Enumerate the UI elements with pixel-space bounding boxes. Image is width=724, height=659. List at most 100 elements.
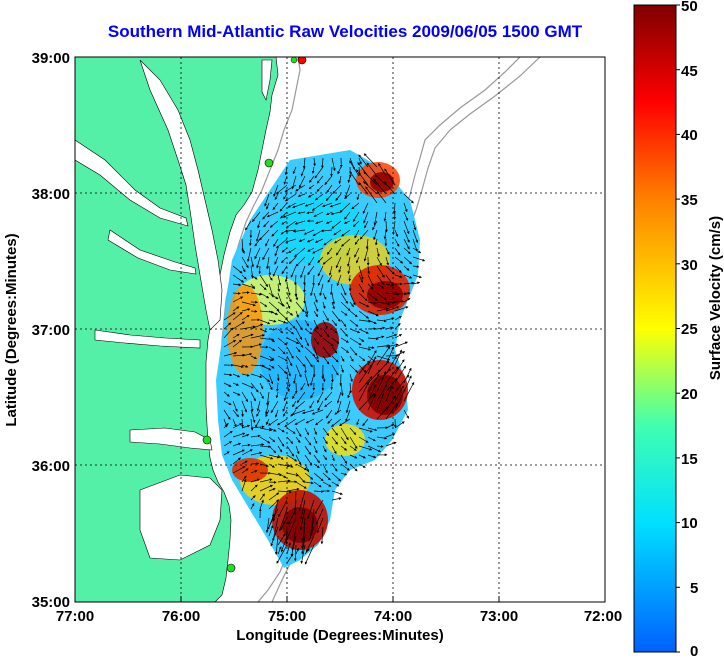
velocity-arrow — [321, 157, 324, 169]
velocity-arrow — [232, 364, 244, 368]
velocity-arrow — [358, 292, 368, 302]
velocity-arrow — [310, 517, 315, 536]
velocity-arrow — [313, 346, 319, 360]
velocity-arrow — [284, 184, 297, 192]
velocity-arrow — [403, 298, 411, 303]
james-river — [94, 329, 201, 349]
velocity-arrow — [291, 526, 297, 551]
velocity-arrow — [310, 373, 315, 387]
velocity-arrow — [268, 427, 277, 432]
velocity-arrow — [340, 427, 349, 441]
velocity-arrow — [394, 256, 404, 264]
velocity-arrow — [313, 355, 320, 363]
velocity-arrow — [313, 157, 316, 167]
velocity-arrow — [295, 319, 303, 331]
velocity-arrow — [268, 454, 281, 459]
velocity-arrow — [259, 427, 273, 432]
velocity-arrow — [376, 445, 384, 448]
velocity-arrow — [338, 265, 342, 273]
velocity-arrow — [349, 364, 358, 373]
velocity-arrow — [241, 443, 251, 447]
velocity-arrow — [394, 421, 405, 429]
velocity-arrow — [305, 418, 315, 424]
velocity-arrow — [403, 381, 415, 402]
velocity-arrow — [268, 513, 275, 528]
velocity-arrow — [307, 265, 315, 276]
velocity-arrow — [327, 418, 333, 424]
velocity-arrow — [322, 373, 326, 383]
velocity-arrow — [383, 211, 387, 222]
velocity-arrow — [245, 220, 252, 231]
velocity-arrow — [313, 337, 319, 345]
velocity-arrow — [340, 454, 348, 464]
velocity-arrow — [286, 337, 300, 344]
velocity-arrow — [339, 202, 351, 213]
velocity-arrow — [241, 301, 256, 307]
velocity-arrow — [268, 499, 280, 510]
velocity-arrow — [376, 344, 391, 348]
velocity-arrow — [303, 283, 306, 293]
velocity-arrow — [263, 220, 270, 228]
velocity-arrow — [298, 238, 306, 242]
velocity-arrow — [358, 337, 365, 342]
velocity-arrow — [292, 391, 297, 400]
site-marker-top-green — [290, 57, 298, 64]
velocity-arrow — [259, 436, 271, 444]
velocity-arrow — [363, 153, 378, 168]
velocity-arrow — [232, 382, 240, 386]
velocity-arrow — [268, 346, 276, 351]
velocity-arrow — [385, 441, 397, 447]
velocity-arrow — [241, 373, 250, 377]
velocity-arrow — [385, 366, 399, 384]
velocity-arrow — [304, 202, 315, 207]
velocity-arrow — [313, 445, 318, 454]
velocity-arrow — [304, 548, 310, 555]
velocity-arrow — [403, 256, 413, 265]
velocity-arrow — [241, 352, 253, 357]
velocity-arrow — [340, 364, 344, 373]
velocity-arrow — [331, 364, 339, 376]
potomac-river — [75, 139, 189, 227]
velocity-arrow — [277, 328, 284, 334]
velocity-arrow — [268, 292, 279, 300]
colorbar-tick-label: 40 — [681, 127, 698, 144]
velocity-arrow — [285, 220, 297, 229]
velocity-arrow — [315, 418, 324, 426]
velocity-arrow — [302, 409, 315, 415]
velocity-arrow — [385, 385, 393, 402]
velocity-arrow — [322, 319, 328, 329]
colorbar-tick-label: 15 — [681, 451, 698, 468]
velocity-arrow — [250, 309, 258, 313]
velocity-arrow — [314, 193, 324, 201]
velocity-arrow — [275, 391, 279, 399]
velocity-arrow — [241, 382, 254, 389]
albemarle-sound — [129, 427, 213, 451]
rappahannock-river — [107, 229, 197, 275]
velocity-arrow — [259, 328, 268, 333]
velocity-arrow — [279, 202, 288, 212]
velocity-arrow — [286, 301, 291, 309]
colorbar: 50 45 40 35 30 25 20 15 10 5 0 Surface V… — [633, 0, 724, 659]
colorbar-tick-label: 5 — [690, 580, 698, 597]
velocity-arrow — [338, 175, 342, 185]
velocity-arrow — [349, 319, 359, 327]
velocity-arrow — [403, 265, 410, 271]
velocity-arrow — [288, 508, 297, 525]
colorbar-tick-label: 45 — [681, 63, 698, 80]
velocity-arrow — [285, 193, 297, 202]
velocity-arrow — [286, 283, 291, 296]
velocity-arrow — [317, 265, 324, 277]
velocity-arrow — [378, 162, 387, 177]
velocity-arrow — [322, 346, 331, 358]
velocity-arrow — [367, 445, 382, 453]
colorbar-tick-label: 50 — [681, 0, 698, 15]
velocity-arrow — [265, 517, 270, 533]
velocity-arrow — [268, 274, 273, 281]
velocity-arrow — [259, 484, 273, 492]
velocity-arrow — [285, 238, 297, 243]
velocity-arrow — [250, 503, 255, 510]
velocity-arrow — [329, 283, 333, 296]
velocity-arrow — [327, 274, 333, 283]
velocity-arrow — [403, 220, 410, 235]
velocity-arrow — [412, 274, 422, 279]
